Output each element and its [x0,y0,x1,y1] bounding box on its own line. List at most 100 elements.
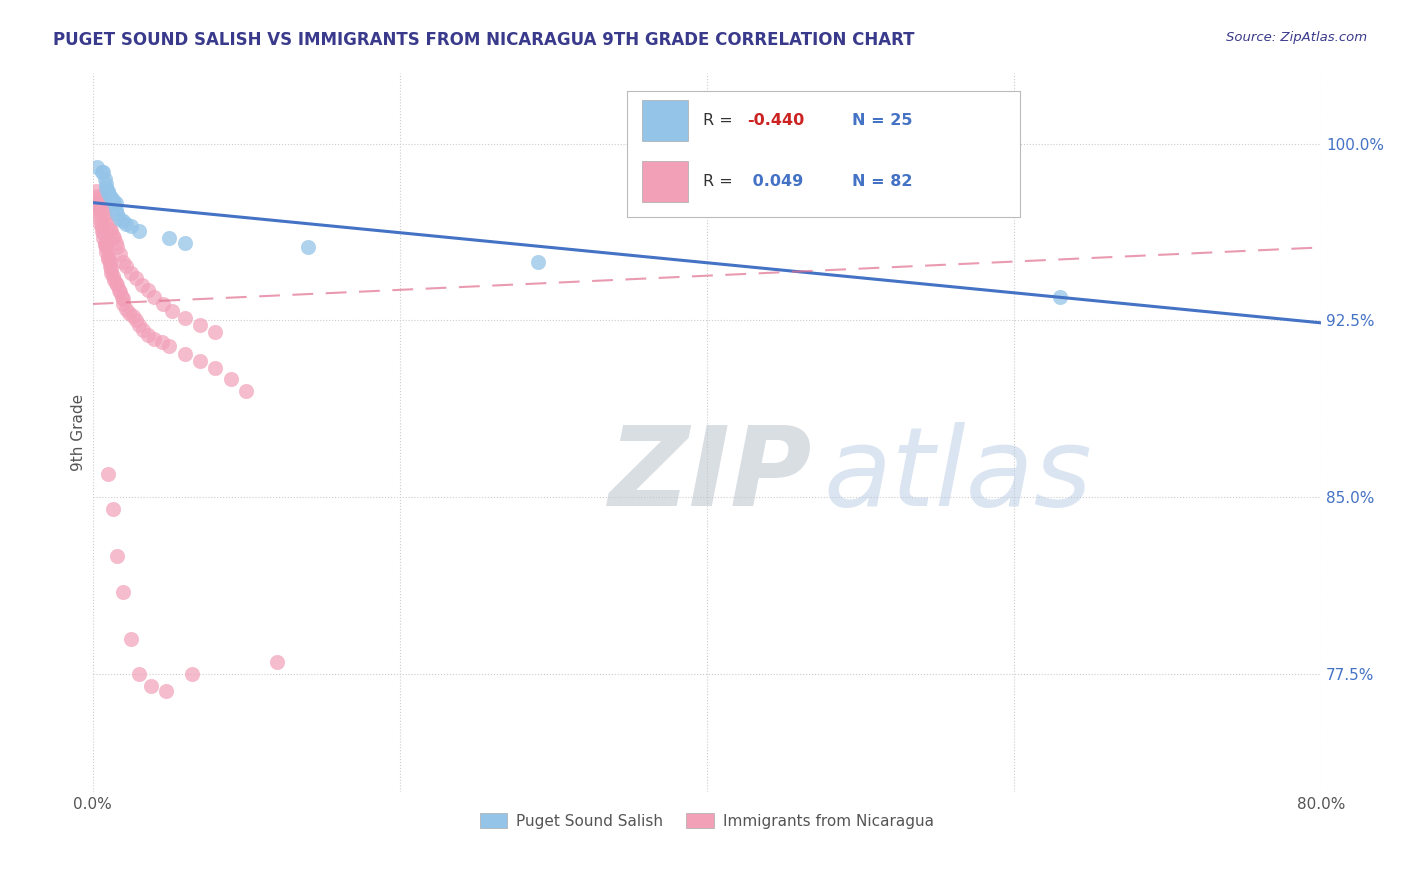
Point [143,290,166,304]
Point [219,372,242,386]
Point [152,297,174,311]
Point [111,290,134,304]
Point [86,161,108,175]
Point [105,240,128,254]
Point [188,353,211,368]
Point [90,165,112,179]
Point [103,231,125,245]
Point [107,283,129,297]
Point [97,186,120,201]
Text: atlas: atlas [824,422,1092,529]
Point [101,502,124,516]
Point [101,228,124,243]
Point [120,632,142,646]
Point [101,268,124,283]
Point [94,238,117,252]
Point [96,212,118,227]
Point [100,266,122,280]
Point [115,217,138,231]
Point [139,679,162,693]
FancyBboxPatch shape [641,100,689,141]
Point [97,217,120,231]
Point [104,276,127,290]
Point [297,240,319,254]
Point [128,667,150,681]
Point [96,177,118,191]
Point [136,283,159,297]
Point [110,285,132,300]
Text: R =: R = [703,113,738,128]
Point [204,360,226,375]
Point [90,200,112,214]
Text: R =: R = [703,174,738,189]
Point [128,224,150,238]
Point [97,184,120,198]
Point [94,172,117,186]
Point [104,235,127,250]
Point [104,202,127,217]
Point [97,467,120,481]
Point [112,214,135,228]
Point [162,304,184,318]
Point [105,549,128,564]
Point [86,200,108,214]
Text: Source: ZipAtlas.com: Source: ZipAtlas.com [1226,31,1367,45]
Point [98,260,121,274]
Point [89,217,111,231]
FancyBboxPatch shape [627,91,1021,217]
Point [90,224,112,238]
Point [115,260,138,274]
Point [104,195,127,210]
Point [115,301,138,316]
Point [100,224,122,238]
Point [94,207,117,221]
Point [112,297,135,311]
Point [120,219,142,234]
Point [93,202,115,217]
Point [157,231,180,245]
Point [96,245,118,260]
Point [204,326,226,340]
Point [143,332,166,346]
Point [100,191,122,205]
Point [173,346,195,360]
Point [96,240,118,254]
Text: 0.049: 0.049 [748,174,804,189]
Point [93,231,115,245]
Point [235,384,257,399]
Point [93,165,115,179]
FancyBboxPatch shape [641,161,689,202]
Point [97,252,120,267]
Point [112,293,135,307]
Point [132,323,155,337]
Point [87,207,110,221]
Point [93,227,115,241]
Y-axis label: 9th Grade: 9th Grade [72,394,86,471]
Point [124,313,146,327]
Point [181,667,204,681]
Point [84,184,107,198]
Point [124,271,146,285]
Point [188,318,211,333]
Point [112,584,135,599]
Legend: Puget Sound Salish, Immigrants from Nicaragua: Puget Sound Salish, Immigrants from Nica… [474,806,941,835]
Point [89,195,111,210]
Point [97,250,120,264]
Point [266,655,288,669]
Point [131,278,153,293]
Point [150,334,173,349]
Point [105,278,128,293]
Point [105,207,128,221]
Point [98,188,121,202]
Text: N = 25: N = 25 [852,113,912,128]
Point [87,202,110,217]
Point [94,235,117,250]
Point [100,261,122,276]
Point [96,181,118,195]
Point [173,235,195,250]
Text: -0.440: -0.440 [748,113,804,128]
Text: N = 82: N = 82 [852,174,912,189]
Point [98,254,121,268]
Point [98,221,121,235]
Point [527,254,550,268]
